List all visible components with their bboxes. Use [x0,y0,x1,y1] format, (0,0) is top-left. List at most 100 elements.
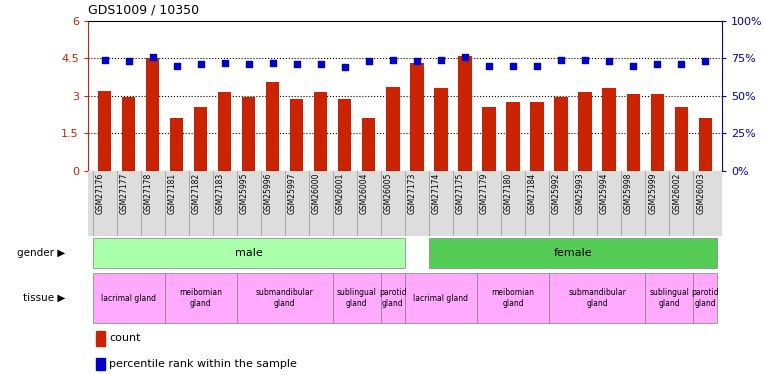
Text: GSM26004: GSM26004 [360,172,369,214]
Point [338,64,351,70]
Bar [333,273,381,323]
Bar [92,238,405,268]
Text: GSM25993: GSM25993 [576,172,585,214]
Text: GSM27184: GSM27184 [528,172,537,214]
Text: meibomian
gland: meibomian gland [491,288,535,308]
Text: percentile rank within the sample: percentile rank within the sample [109,359,297,369]
Bar [362,118,375,171]
Text: GSM25998: GSM25998 [624,172,633,214]
Point [99,57,111,63]
Text: GSM26000: GSM26000 [312,172,321,214]
Bar [578,92,591,171]
Point [531,63,543,69]
Point [651,61,663,67]
Text: meibomian
gland: meibomian gland [180,288,222,308]
Text: tissue ▶: tissue ▶ [23,293,65,303]
Text: GSM25994: GSM25994 [600,172,609,214]
Bar [555,97,568,171]
Bar [477,273,549,323]
Point [122,58,134,64]
Text: submandibular
gland: submandibular gland [568,288,626,308]
Bar [266,82,280,171]
Point [363,58,375,64]
Text: lacrimal gland: lacrimal gland [101,294,156,303]
Point [411,58,423,64]
Point [315,61,327,67]
Text: GSM26002: GSM26002 [672,172,681,214]
Text: GSM27181: GSM27181 [168,172,176,214]
Bar [675,107,688,171]
Bar [381,273,405,323]
Bar [458,56,471,171]
Text: GSM27176: GSM27176 [96,172,105,214]
Bar [693,273,717,323]
Text: GSM25992: GSM25992 [552,172,561,214]
Text: female: female [554,248,592,258]
Point [579,57,591,63]
Text: count: count [109,333,141,344]
Text: gender ▶: gender ▶ [17,248,65,258]
Point [243,61,255,67]
Text: male: male [235,248,263,258]
Bar [603,88,616,171]
Point [483,63,495,69]
Text: GSM26005: GSM26005 [384,172,393,214]
Bar [549,273,645,323]
Text: GSM25997: GSM25997 [288,172,297,214]
Bar [146,58,160,171]
Bar [237,273,333,323]
Bar [429,238,717,268]
Bar [482,107,496,171]
Bar [219,92,231,171]
Text: lacrimal gland: lacrimal gland [413,294,468,303]
Bar [698,118,712,171]
Point [699,58,711,64]
Point [459,54,471,60]
Bar [242,97,255,171]
Text: parotid
gland: parotid gland [379,288,406,308]
Text: GSM26001: GSM26001 [336,172,345,214]
Point [147,54,159,60]
Bar [165,273,237,323]
Bar [650,94,664,171]
Bar [387,87,400,171]
Bar [96,331,105,346]
Bar [96,358,105,370]
Bar [645,273,693,323]
Text: GSM27177: GSM27177 [120,172,128,214]
Text: sublingual
gland: sublingual gland [337,288,377,308]
Bar [626,94,639,171]
Point [195,61,207,67]
Point [387,57,399,63]
Text: GSM27180: GSM27180 [504,172,513,214]
Bar [435,88,448,171]
Text: GSM27179: GSM27179 [480,172,489,214]
Bar [194,107,207,171]
Bar [122,97,135,171]
Point [603,58,615,64]
Text: parotid
gland: parotid gland [691,288,719,308]
Point [555,57,567,63]
Bar [405,273,477,323]
Point [507,63,519,69]
Bar [170,118,183,171]
Text: GSM25999: GSM25999 [648,172,657,214]
Text: sublingual
gland: sublingual gland [649,288,689,308]
Point [435,57,447,63]
Bar [410,63,423,171]
Text: GSM27178: GSM27178 [144,172,153,214]
Text: GSM27173: GSM27173 [408,172,417,214]
Text: GSM27174: GSM27174 [432,172,441,214]
Text: GDS1009 / 10350: GDS1009 / 10350 [88,4,199,17]
Point [291,61,303,67]
Point [219,60,231,66]
Bar [507,102,520,171]
Bar [530,102,544,171]
Bar [338,99,351,171]
Point [627,63,639,69]
Point [267,60,279,66]
Text: GSM27175: GSM27175 [456,172,465,214]
Text: submandibular
gland: submandibular gland [256,288,314,308]
Bar [98,91,112,171]
Text: GSM25996: GSM25996 [264,172,273,214]
